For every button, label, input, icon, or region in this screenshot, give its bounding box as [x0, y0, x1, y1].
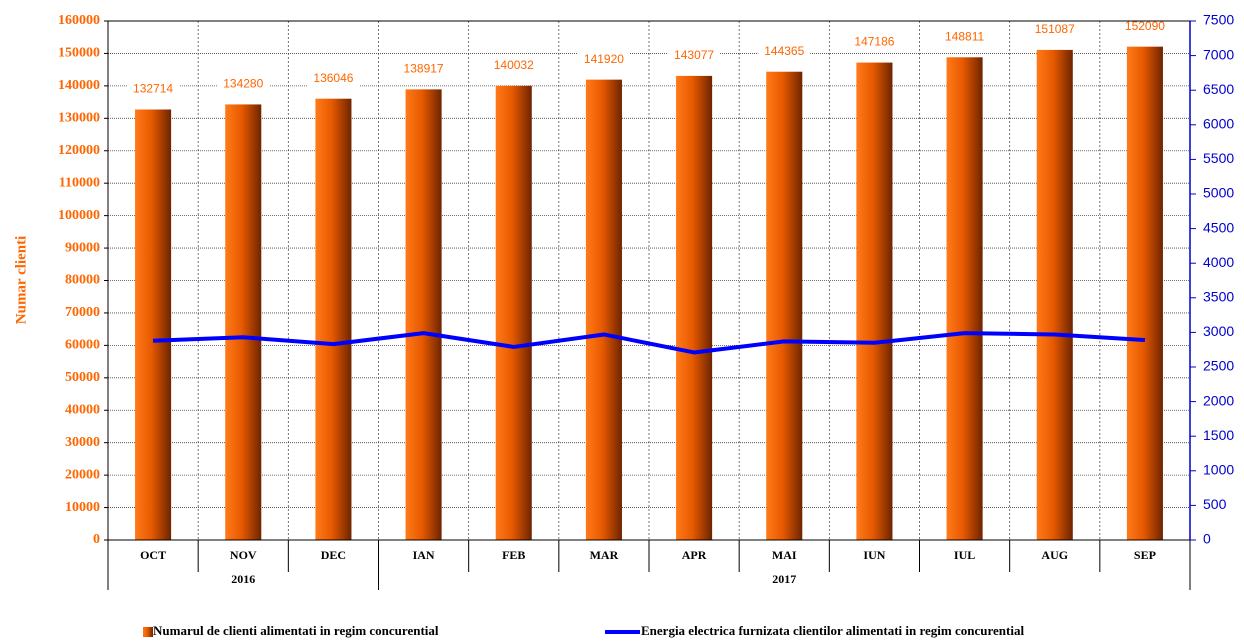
- y-tick-label: 120000: [58, 143, 100, 158]
- y-tick-label: 20000: [65, 467, 100, 482]
- y-tick-label: 30000: [65, 435, 100, 450]
- y-tick-label: 70000: [65, 305, 100, 320]
- value-label: 138917: [404, 62, 444, 76]
- y-tick-label: 130000: [58, 111, 100, 126]
- value-label: 141920: [584, 52, 624, 66]
- legend-label: Numarul de clienti alimentati in regim c…: [153, 623, 439, 638]
- y2-tick-label: 5500: [1203, 150, 1234, 166]
- value-label-bg: [127, 81, 180, 98]
- y2-tick-label: 0: [1203, 531, 1211, 547]
- x-tick-label: SEP: [1134, 548, 1156, 562]
- bar: [1036, 49, 1073, 540]
- bar: [676, 75, 713, 540]
- x-tick-label: IUN: [863, 548, 885, 562]
- y-tick-label: 50000: [65, 370, 100, 385]
- y2-tick-label: 6000: [1203, 116, 1234, 132]
- x-tick-label: NOV: [230, 548, 257, 562]
- y-tick-label: 110000: [59, 175, 100, 190]
- group-label: 2017: [772, 572, 796, 586]
- bar: [315, 98, 352, 540]
- value-label-bg: [938, 29, 991, 46]
- value-label-bg: [1028, 21, 1081, 38]
- bar: [766, 71, 803, 540]
- y2-tick-label: 4500: [1203, 219, 1234, 235]
- bar: [135, 109, 172, 540]
- y2-tick-label: 7500: [1203, 12, 1234, 28]
- value-label: 132714: [133, 82, 173, 96]
- legend-swatch: [143, 627, 153, 637]
- x-tick-label: MAR: [590, 548, 619, 562]
- value-label-bg: [577, 51, 630, 68]
- value-label-bg: [848, 34, 901, 51]
- bar: [946, 57, 983, 541]
- y2-tick-label: 4000: [1203, 254, 1234, 270]
- bar: [405, 89, 442, 541]
- bar: [1126, 46, 1163, 541]
- group-label: 2016: [231, 572, 255, 586]
- value-label: 140032: [494, 58, 534, 72]
- y-tick-label: 40000: [65, 402, 100, 417]
- y2-tick-label: 3500: [1203, 289, 1234, 305]
- value-label-bg: [397, 61, 450, 78]
- value-label-bg: [487, 57, 540, 74]
- value-label: 134280: [223, 77, 263, 91]
- x-tick-label: APR: [682, 548, 707, 562]
- y2-tick-label: 2000: [1203, 392, 1234, 408]
- legend-label: Energia electrica furnizata clientilor a…: [641, 623, 1024, 638]
- line: [153, 331, 1146, 355]
- y-tick-label: 150000: [58, 46, 100, 61]
- value-label: 136046: [313, 71, 353, 85]
- y-tick-label: 140000: [58, 78, 100, 93]
- value-label: 147186: [854, 35, 894, 49]
- y2-tick-label: 7000: [1203, 46, 1234, 62]
- value-label-bg: [307, 70, 360, 87]
- value-label: 151087: [1035, 22, 1075, 36]
- x-tick-label: AUG: [1041, 548, 1068, 562]
- y-tick-label: 160000: [58, 13, 100, 28]
- y-tick-label: 10000: [65, 500, 100, 515]
- bar: [856, 62, 893, 541]
- x-tick-label: FEB: [502, 548, 525, 562]
- y-tick-label: 0: [93, 532, 100, 547]
- y-axis-title: Numar clienti: [13, 236, 29, 324]
- y2-tick-label: 1000: [1203, 462, 1234, 478]
- y2-tick-label: 500: [1203, 496, 1227, 512]
- value-label: 144365: [764, 44, 804, 58]
- value-label-bg: [1118, 18, 1171, 35]
- y2-tick-label: 2500: [1203, 358, 1234, 374]
- x-tick-label: IAN: [413, 548, 435, 562]
- bar: [495, 85, 532, 540]
- x-tick-label: IUL: [954, 548, 975, 562]
- bar: [585, 79, 622, 540]
- x-tick-label: OCT: [140, 548, 166, 562]
- x-tick-label: DEC: [321, 548, 346, 562]
- value-label-bg: [668, 47, 721, 64]
- y2-tick-label: 6500: [1203, 81, 1234, 97]
- value-label: 148811: [945, 29, 984, 43]
- y-tick-label: 80000: [65, 273, 100, 288]
- y2-tick-label: 3000: [1203, 323, 1234, 339]
- y-tick-label: 100000: [58, 208, 100, 223]
- value-label-bg: [758, 43, 811, 60]
- bar: [225, 104, 262, 540]
- y2-tick-label: 5000: [1203, 185, 1234, 201]
- value-label: 152090: [1125, 19, 1165, 33]
- y2-tick-label: 1500: [1203, 427, 1234, 443]
- value-label: 143077: [674, 48, 714, 62]
- value-label-bg: [217, 76, 270, 93]
- x-tick-label: MAI: [772, 548, 797, 562]
- y-tick-label: 60000: [65, 338, 100, 353]
- y-tick-label: 90000: [65, 240, 100, 255]
